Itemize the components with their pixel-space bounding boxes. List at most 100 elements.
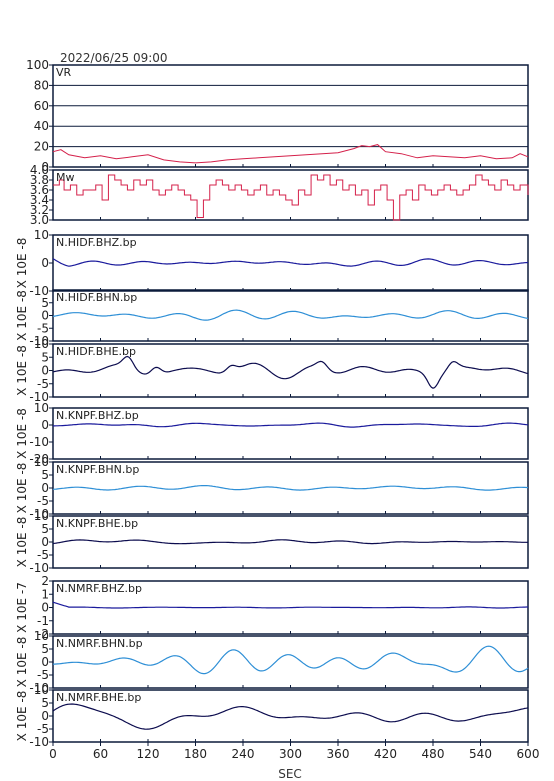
panel-label: N.NMRF.BHE.bp (56, 691, 141, 704)
panel-vr: 0 20 40 60 80 100 VR (26, 58, 529, 174)
y-tick-label: -5 (37, 668, 49, 682)
y-tick-label: 1 (41, 587, 49, 601)
series-line-nmrf-bhn (52, 645, 529, 675)
y-tick-label: 0 (41, 309, 49, 323)
y-axis-label: X 10E -8 (15, 463, 29, 514)
y-tick-label: 0 (41, 160, 49, 174)
x-tick-label: 540 (469, 747, 492, 761)
x-tick-label: 600 (517, 747, 540, 761)
y-tick-label: 5 (41, 522, 49, 536)
y-axis-label: X 10E -8 (15, 691, 29, 742)
y-tick-label: 0 (41, 535, 49, 549)
series-line-knpf-bhe (52, 539, 529, 545)
x-tick-label: 480 (422, 747, 445, 761)
panel-label: N.HIDF.BHE.bp (56, 345, 136, 358)
series-line-vr (52, 144, 529, 164)
panel-hidf-bhn: -10-505 X 10E -8 N.HIDF.BHN.bp (15, 289, 529, 348)
series-line-nmrf-bhz (52, 601, 528, 609)
y-tick-label: 3.2 (30, 203, 49, 217)
y-axis-label: X 10E -8 (15, 238, 29, 289)
panel-frame (52, 64, 529, 168)
series-line-mw (53, 174, 529, 221)
x-tick-label: 120 (137, 747, 160, 761)
y-tick-label: 2 (41, 574, 49, 588)
x-axis: 0 60 120 180 240 300 360 420 480 540 600 (49, 742, 539, 761)
y-tick-label: 10 (34, 228, 49, 242)
panel-label: N.KNPF.BHE.bp (56, 517, 138, 530)
x-axis-label: SEC (278, 767, 302, 781)
series-line-nmrf-bhe (52, 703, 529, 730)
x-tick-label: 360 (327, 747, 350, 761)
series-line-knpf-bhz (53, 422, 529, 428)
y-tick-label: -5 (37, 377, 49, 391)
y-tick-label: -10 (29, 561, 49, 575)
y-tick-label: -10 (29, 390, 49, 404)
y-tick-label: 0 (41, 709, 49, 723)
y-tick-label: 10 (34, 337, 49, 351)
y-tick-label: 0 (41, 655, 49, 669)
y-tick-label: 0 (41, 256, 49, 270)
y-tick-label: -5 (37, 494, 49, 508)
y-axis-label: X 10E -8 (15, 345, 29, 396)
x-tick-label: 240 (232, 747, 255, 761)
y-tick-label: 3.6 (30, 183, 49, 197)
y-axis-label: X 10E -8 (15, 637, 29, 688)
y-tick-label: -20 (29, 452, 49, 466)
y-tick-label: 20 (34, 140, 49, 154)
panel-hidf-bhz: -10 0 10 X 10E -8 N.HIDF.BHZ.bp (15, 228, 529, 298)
panel-label: N.HIDF.BHZ.bp (56, 236, 137, 249)
series-line-hidf-bhe (52, 355, 529, 389)
y-tick-label: 100 (26, 58, 49, 72)
y-tick-label: 5 (41, 296, 49, 310)
panel-label: N.KNPF.BHN.bp (56, 463, 139, 476)
panel-label: N.NMRF.BHZ.bp (56, 582, 142, 595)
x-tick-label: 180 (184, 747, 207, 761)
y-tick-label: -10 (29, 735, 49, 749)
series-line-hidf-bhn (52, 309, 529, 321)
y-axis-label: X 10E -8 (15, 408, 29, 459)
y-tick-label: 3.8 (30, 173, 49, 187)
x-tick-label: 300 (279, 747, 302, 761)
y-tick-label: -5 (37, 548, 49, 562)
y-tick-label: 0 (41, 364, 49, 378)
y-tick-label: 10 (34, 683, 49, 697)
y-tick-label: -10 (29, 507, 49, 521)
y-tick-label: -10 (29, 681, 49, 695)
y-tick-label: 80 (34, 78, 49, 92)
y-tick-label: -5 (37, 321, 49, 335)
y-tick-label: 5 (41, 350, 49, 364)
panel-label: VR (56, 66, 72, 79)
y-tick-label: -10 (29, 284, 49, 298)
y-tick-label: 3.4 (30, 193, 49, 207)
panel-label: Mw (56, 171, 75, 184)
y-tick-label: -10 (29, 435, 49, 449)
y-tick-label: 40 (34, 119, 49, 133)
panel-label: N.HIDF.BHN.bp (56, 291, 137, 304)
y-tick-label: 5 (41, 468, 49, 482)
y-axis-label: X 10E -8 (15, 290, 29, 341)
panel-mw: 3.03.23.43.63.84.0 Mw (30, 163, 529, 227)
y-axis-label: X 10E -7 (15, 582, 29, 633)
header-timestamp: 2022/06/25 09:00 (60, 51, 168, 65)
series-line-hidf-bhz (52, 258, 529, 267)
y-tick-label: 0 (41, 601, 49, 615)
y-tick-label: 10 (34, 455, 49, 469)
panel-label: N.KNPF.BHZ.bp (56, 409, 139, 422)
panel-label: N.NMRF.BHN.bp (56, 637, 143, 650)
y-tick-label: 10 (34, 401, 49, 415)
panel-stack: 020406080100VR3.03.23.43.63.84.0Mw-10010… (15, 58, 529, 749)
y-tick-label: -10 (29, 334, 49, 348)
x-tick-label: 60 (93, 747, 108, 761)
y-tick-label: 5 (41, 696, 49, 710)
series-line-knpf-bhn (52, 485, 529, 491)
x-tick-label: 0 (49, 747, 57, 761)
panel-knpf-bhz: -20 -10 0 10 X 10E -8 N.KNPF.BHZ.bp (15, 401, 529, 466)
x-tick-label: 420 (374, 747, 397, 761)
y-tick-label: 4.0 (30, 163, 49, 177)
